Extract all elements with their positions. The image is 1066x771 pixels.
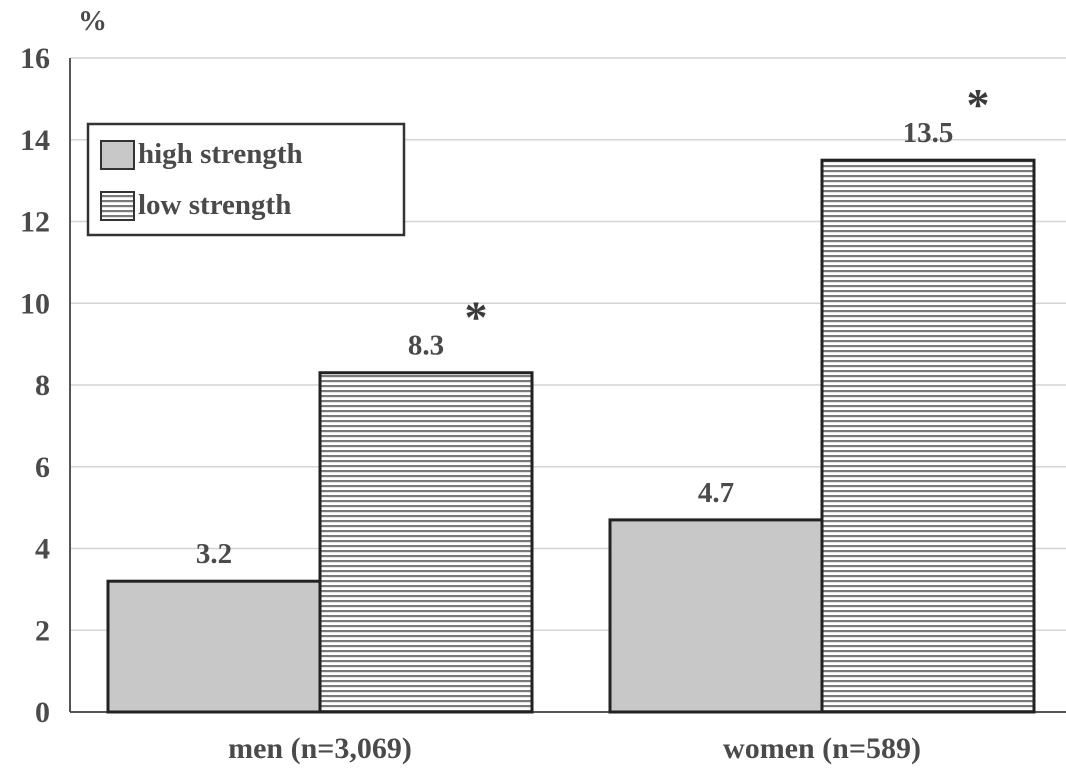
legend: high strength low strength bbox=[86, 122, 406, 237]
bar-high-strength-women bbox=[608, 518, 824, 714]
x-category-label: men (n=3,069) bbox=[228, 732, 412, 765]
y-tick-label: 4 bbox=[35, 533, 50, 566]
legend-swatch-low-strength bbox=[100, 191, 135, 221]
data-labels: 3.2 8.3 * 4.7 13.5 * bbox=[196, 79, 990, 570]
legend-label-low-strength: low strength bbox=[138, 189, 291, 221]
y-tick-label: 10 bbox=[20, 287, 50, 320]
y-tick-label: 8 bbox=[35, 369, 50, 402]
y-tick-label: 12 bbox=[20, 206, 50, 239]
y-axis-unit-label: % bbox=[78, 5, 107, 37]
x-axis-categories: men (n=3,069) women (n=589) bbox=[228, 732, 921, 765]
legend-label-high-strength: high strength bbox=[138, 138, 303, 170]
x-category-label: women (n=589) bbox=[723, 732, 921, 765]
significance-marker: * bbox=[967, 79, 990, 130]
data-label: 4.7 bbox=[698, 477, 734, 509]
bar-low-strength-men bbox=[318, 371, 534, 714]
bars bbox=[106, 158, 1036, 714]
data-label: 3.2 bbox=[196, 538, 232, 570]
significance-marker: * bbox=[465, 292, 488, 343]
legend-box bbox=[86, 122, 406, 237]
bar-high-strength-men bbox=[106, 579, 322, 714]
y-tick-label: 6 bbox=[35, 451, 50, 484]
data-label: 13.5 bbox=[903, 117, 954, 149]
legend-swatch-high-strength bbox=[100, 140, 135, 170]
y-tick-label: 0 bbox=[35, 696, 50, 729]
data-label: 8.3 bbox=[408, 330, 444, 362]
y-tick-label: 2 bbox=[35, 614, 50, 647]
y-tick-label: 16 bbox=[20, 42, 50, 75]
bar-low-strength-women bbox=[820, 158, 1036, 714]
y-tick-label: 14 bbox=[20, 124, 50, 157]
